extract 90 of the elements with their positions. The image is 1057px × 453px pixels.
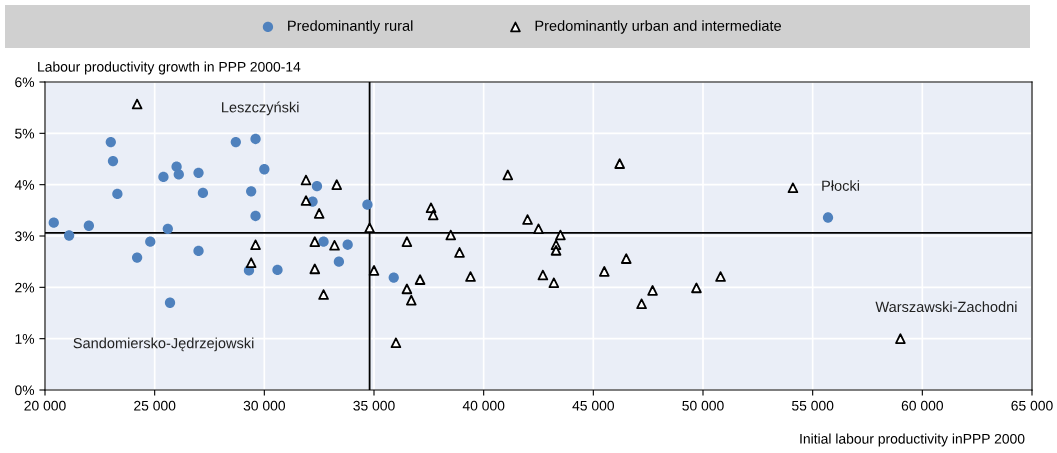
y-tick-label: 3% [15,231,35,242]
point [445,229,457,241]
point [48,217,59,228]
point [715,271,726,282]
point [107,155,119,167]
x-axis-title: Initial labour productivity inPPP 2000 [800,433,1025,447]
point [599,266,610,277]
point [250,210,261,222]
point [636,298,647,310]
point [329,239,340,251]
point [272,264,283,276]
point [300,195,312,206]
point [331,179,343,190]
point [691,282,702,294]
point [105,136,116,148]
point [300,174,312,186]
x-tick-label: 55 000 [791,400,834,411]
point [173,169,184,180]
point [145,236,156,247]
point [246,186,257,197]
legend-label: Predominantly urban and intermediate [535,20,781,34]
legend-label: Predominantly rural [288,20,413,34]
point [131,252,143,263]
point [197,187,209,199]
point [555,229,566,241]
point [333,256,345,267]
x-tick-label: 45 000 [572,400,615,411]
point [311,181,323,192]
point [620,253,632,264]
point [401,236,413,247]
point [502,169,514,181]
annotation: Warszawski-Zachodni [875,301,1017,313]
point [787,182,799,194]
point [158,171,169,183]
x-tick-label: 35 000 [353,400,395,411]
point [193,245,204,257]
point [313,208,325,219]
point [318,289,329,300]
y-tick-label: 4% [14,180,35,190]
point [362,199,373,210]
point [550,245,562,256]
point [131,98,143,110]
point [164,297,176,308]
point [401,283,413,295]
point [309,236,321,247]
point [614,158,625,169]
x-tick-label: 65 000 [1011,400,1053,411]
point [454,247,465,258]
x-tick-label: 60 000 [901,400,944,411]
y-tick-label: 2% [15,282,35,293]
point [895,333,906,344]
x-tick-label: 30 000 [243,400,286,411]
point [230,136,241,148]
y-tick-label: 6% [15,77,35,88]
point [388,272,399,283]
x-tick-label: 20 000 [24,400,66,411]
point [537,269,549,281]
point [112,188,123,200]
x-tick-label: 25 000 [134,400,176,411]
point [318,236,329,247]
point [162,223,173,234]
y-axis-title: Labour productivity growth in PPP 2000-14 [38,61,301,75]
point [368,265,380,276]
point [342,239,353,250]
point [83,220,95,231]
point [405,294,417,306]
point [548,277,560,289]
point [647,285,658,296]
point [390,337,402,349]
annotation: Leszczyński [222,101,299,116]
point [309,263,321,275]
point [427,209,439,221]
point [245,257,257,268]
annotation: Płocki [822,180,859,191]
y-tick-label: 0% [15,385,35,396]
point [250,239,261,251]
point [533,223,544,235]
point [822,212,834,223]
point [193,167,204,179]
point [414,274,426,285]
point [63,230,75,241]
point [522,214,533,225]
x-tick-label: 40 000 [462,400,505,411]
x-tick-label: 50 000 [682,400,724,411]
y-tick-label: 5% [15,128,35,139]
point [465,271,476,282]
annotation: Sandomiersko-Jędrzejowski [73,337,254,352]
point [259,164,270,175]
point [250,133,261,145]
y-tick-label: 1% [15,334,35,344]
